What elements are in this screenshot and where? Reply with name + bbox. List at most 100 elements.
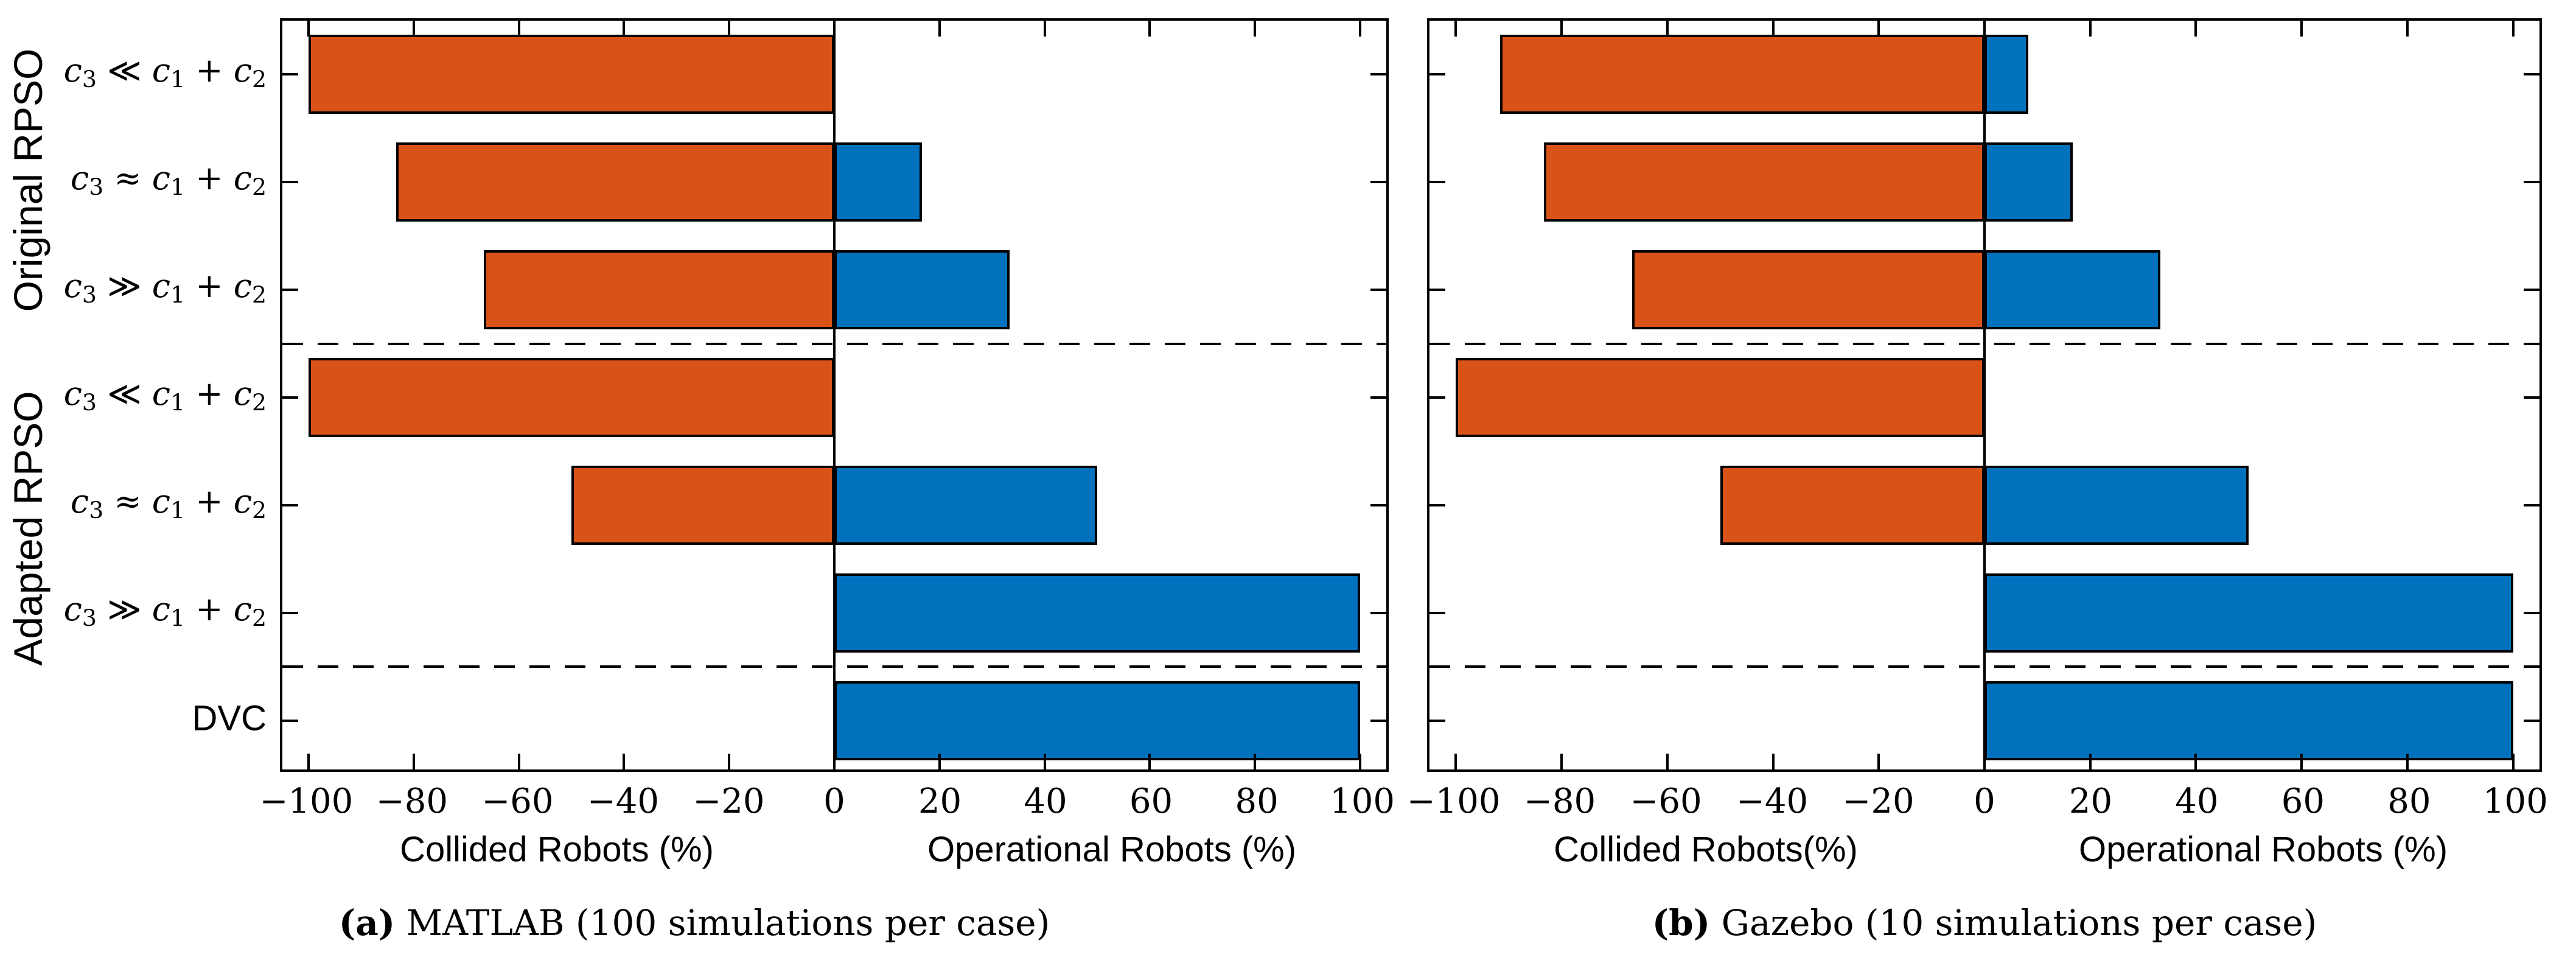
y-axis-tick — [1370, 181, 1386, 184]
group-separator-dashed-line — [282, 665, 1386, 668]
x-axis-tick — [938, 21, 941, 37]
x-axis-tick — [1254, 21, 1257, 37]
zero-axis-line — [1983, 21, 1986, 769]
bar-collided — [1456, 358, 1984, 437]
bar-operational — [1984, 35, 2029, 114]
group-separator-dashed-line — [1429, 342, 2539, 345]
x-axis-tick — [2511, 21, 2515, 37]
x-axis-tick — [1666, 21, 1669, 37]
y-axis-tick — [1370, 719, 1386, 722]
x-axis-tick — [2089, 21, 2092, 37]
x-tick-label: 60 — [2281, 782, 2325, 821]
x-axis-tick — [412, 754, 415, 769]
x-axis-tick — [1254, 754, 1257, 769]
x-axis-tick — [1983, 21, 1986, 37]
bar-operational — [834, 142, 923, 222]
x-axis-tick — [2511, 754, 2515, 769]
y-axis-tick — [1429, 611, 1445, 614]
y-axis-tick — [1429, 719, 1445, 722]
x-axis-tick — [2300, 21, 2303, 37]
x-axis-tick — [412, 21, 415, 37]
x-axis-tick — [1877, 754, 1880, 769]
bar-collided — [1499, 35, 1984, 114]
bar-collided — [1544, 142, 1984, 222]
x-axis-tick — [1358, 21, 1361, 37]
category-label: c3 ≈ c1 + c2 — [70, 159, 267, 201]
y-axis-tick — [2524, 73, 2539, 76]
bar-collided — [483, 250, 834, 330]
x-tick-label: −80 — [375, 782, 448, 821]
x-axis-tick — [1983, 754, 1986, 769]
category-label: c3 ≪ c1 + c2 — [63, 374, 267, 416]
x-axis-tick — [1666, 754, 1669, 769]
bar-collided — [1632, 250, 1984, 330]
x-axis-ticklabels-matlab: −100 −80 −60 −40 −20 0 20 40 60 80 100 — [259, 782, 1395, 830]
x-axis-tick — [1771, 21, 1775, 37]
x-tick-label: −20 — [693, 782, 765, 821]
bar-operational — [834, 250, 1010, 330]
bar-operational — [1984, 465, 2249, 545]
x-tick-label: 100 — [2482, 782, 2548, 821]
caption-gazebo: (b) Gazebo (10 simulations per case) — [1652, 902, 2317, 944]
bar-collided — [571, 465, 834, 545]
x-axis-tick — [1043, 754, 1046, 769]
x-axis-tick — [728, 754, 731, 769]
caption-matlab: (a) MATLAB (100 simulations per case) — [339, 902, 1050, 944]
y-axis-tick — [1370, 611, 1386, 614]
x-tick-label: −60 — [481, 782, 554, 821]
x-axis-tick — [1043, 21, 1046, 37]
y-axis-tick — [2524, 503, 2539, 506]
x-axis-tick — [2406, 754, 2409, 769]
x-axis-tick — [1771, 754, 1775, 769]
x-axis-tick — [623, 21, 626, 37]
y-axis-tick — [1370, 503, 1386, 506]
xlabel-operational-matlab: Operational Robots (%) — [927, 830, 1297, 869]
y-axis-tick — [282, 181, 298, 184]
y-axis-tick — [1429, 181, 1445, 184]
y-axis-tick — [2524, 396, 2539, 399]
x-axis-tick — [938, 754, 941, 769]
x-axis-tick — [307, 754, 310, 769]
y-axis-tick — [282, 719, 298, 722]
x-axis-tick — [2194, 21, 2197, 37]
x-axis-tick — [1560, 21, 1563, 37]
x-tick-label: 40 — [2175, 782, 2219, 821]
x-axis-tick — [2089, 754, 2092, 769]
bar-operational — [834, 681, 1360, 760]
x-axis-tick — [1877, 21, 1880, 37]
x-tick-label: −100 — [1406, 782, 1501, 821]
x-tick-label: 80 — [1235, 782, 1279, 821]
x-tick-label: 100 — [1330, 782, 1395, 821]
category-label: c3 ≪ c1 + c2 — [63, 51, 267, 93]
category-label: DVC — [192, 698, 267, 738]
category-label: c3 ≫ c1 + c2 — [63, 589, 267, 631]
bar-operational — [834, 465, 1097, 545]
bar-operational — [1984, 142, 2073, 222]
x-axis-ticklabels-gazebo: −100 −80 −60 −40 −20 0 20 40 60 80 100 — [1407, 782, 2548, 830]
x-tick-label: 0 — [823, 782, 845, 821]
bar-operational — [1984, 681, 2513, 760]
x-axis-tick — [1148, 21, 1151, 37]
x-tick-label: 0 — [1974, 782, 1995, 821]
x-tick-label: −40 — [1736, 782, 1809, 821]
caption-text-b: Gazebo (10 simulations per case) — [1710, 902, 2317, 944]
y-axis-tick — [2524, 181, 2539, 184]
x-axis-tick — [2406, 21, 2409, 37]
xlabel-collided-matlab: Collided Robots (%) — [400, 830, 714, 869]
x-axis-tick — [1454, 21, 1457, 37]
x-axis-tick — [2300, 754, 2303, 769]
y-axis-tick — [282, 503, 298, 506]
x-axis-tick — [2194, 754, 2197, 769]
caption-text-a: MATLAB (100 simulations per case) — [395, 902, 1050, 944]
y-axis-tick — [1370, 396, 1386, 399]
y-axis-tick — [1429, 289, 1445, 292]
x-tick-label: −80 — [1524, 782, 1596, 821]
x-tick-label: −20 — [1842, 782, 1915, 821]
y-axis-tick — [2524, 611, 2539, 614]
y-axis-tick — [1429, 73, 1445, 76]
x-axis-tick — [517, 754, 520, 769]
x-axis-tick — [728, 21, 731, 37]
bar-operational — [834, 573, 1360, 653]
y-axis-tick — [282, 611, 298, 614]
